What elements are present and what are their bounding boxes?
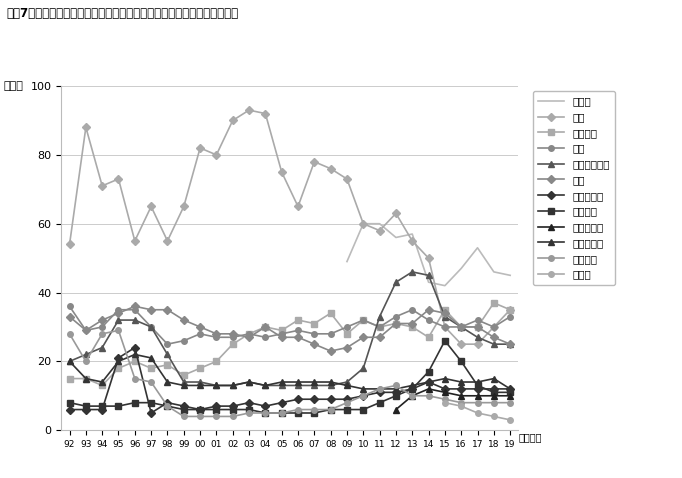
Text: （％）: （％）: [3, 81, 23, 91]
Text: （年度）: （年度）: [518, 433, 542, 443]
Legend: インド, 中国, ベトナム, タイ, インドネシア, 米国, フィリピン, メキシコ, ミャンマー, マレーシア, ブラジル, ロシア: インド, 中国, ベトナム, タイ, インドネシア, 米国, フィリピン, メキ…: [533, 91, 615, 285]
Text: 図表7　中期的（今後３年程度）有望事業展開先国・地域　得票率の推移: 図表7 中期的（今後３年程度）有望事業展開先国・地域 得票率の推移: [7, 7, 239, 20]
